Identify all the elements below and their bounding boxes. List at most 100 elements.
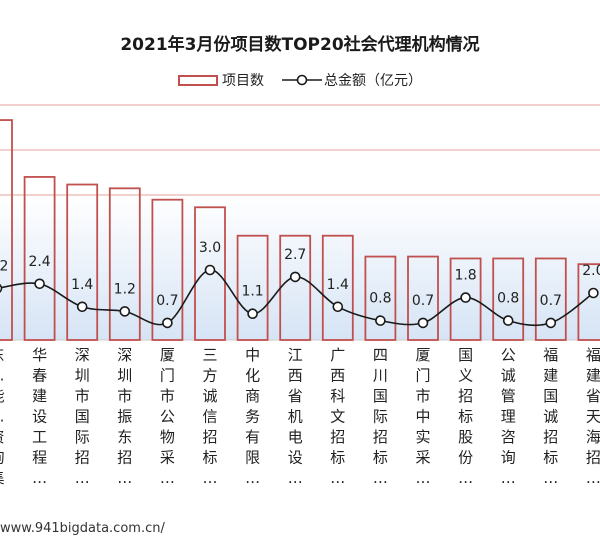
line-point-5 (204, 264, 216, 276)
category-char: 份 (458, 449, 473, 467)
category-char: 招 (75, 449, 90, 467)
category-char: 东 (0, 346, 5, 364)
category-char: 务 (245, 408, 260, 426)
legend-line-label: 总金额（亿元） (324, 73, 422, 89)
category-char: 广 (330, 346, 345, 364)
line-point-7 (289, 271, 301, 283)
category-char: … (416, 469, 431, 487)
category-char: … (117, 469, 132, 487)
line-value-label-2: 1.4 (71, 277, 93, 293)
category-char: 招 (586, 449, 600, 467)
total-amount-line (0, 264, 599, 329)
category-char: 工 (32, 428, 47, 446)
category-char: 招 (117, 449, 132, 467)
category-label-5: 三方诚信招标… (202, 346, 217, 487)
category-char: 深 (117, 346, 132, 364)
category-label-8: 广西科文招标… (330, 346, 345, 487)
category-char: 市 (160, 387, 175, 405)
category-char: 华 (32, 346, 47, 364)
line-point-10 (417, 317, 429, 329)
category-char: … (75, 469, 90, 487)
category-char: 江 (288, 346, 303, 364)
category-char: 信 (202, 408, 217, 426)
category-char: 圳 (117, 367, 132, 385)
category-char: 西 (288, 367, 303, 385)
line-value-label-13: 0.7 (540, 293, 562, 309)
line-value-label-14: 2.0 (582, 263, 600, 279)
line-point-13 (545, 317, 557, 329)
category-labels: 东…能…资询集华春建设工程…深圳市国际招…深圳市振东招…厦门市公物采…三方诚信招… (0, 346, 600, 487)
category-char: 福 (543, 346, 558, 364)
category-char: 振 (117, 408, 132, 426)
category-char: 天 (586, 408, 600, 426)
category-char: 省 (288, 387, 303, 405)
category-char: 设 (288, 449, 303, 467)
category-char: 东 (117, 428, 132, 446)
category-char: 中 (245, 346, 260, 364)
category-char: 建 (32, 387, 47, 405)
bar-10 (407, 255, 439, 341)
category-char: 圳 (75, 367, 90, 385)
line-point-3 (119, 306, 131, 317)
category-char: 能 (0, 387, 5, 405)
category-char: 有 (245, 428, 260, 446)
bar-8 (321, 234, 354, 341)
source-url: www.941bigdata.com.cn/ (0, 521, 165, 536)
category-char: 科 (330, 387, 345, 405)
category-char: 询 (0, 449, 5, 467)
line-value-label-9: 0.8 (369, 291, 391, 307)
bar-9 (364, 255, 397, 341)
bar-4 (151, 198, 184, 341)
category-char: 西 (330, 367, 345, 385)
category-char: 标 (458, 408, 473, 426)
chart-title: 2021年3月份项目数TOP20社会代理机构情况 (120, 35, 480, 55)
category-char: 标 (330, 449, 345, 467)
line-point-2 (76, 301, 88, 313)
line-value-label-12: 0.8 (497, 291, 519, 307)
category-char: 义 (458, 367, 473, 385)
category-char: 诚 (202, 387, 217, 405)
line-value-label-7: 2.7 (284, 247, 306, 263)
category-char: 市 (415, 387, 430, 405)
category-char: … (0, 367, 5, 385)
category-char: 三 (202, 346, 217, 364)
category-char: 限 (245, 449, 260, 467)
category-label-9: 四川国际招标… (373, 346, 388, 487)
category-char: 建 (543, 367, 558, 385)
category-char: 市 (117, 387, 132, 405)
category-char: 标 (543, 449, 558, 467)
category-char: 招 (458, 387, 473, 405)
line-value-label-8: 1.4 (327, 277, 349, 293)
category-char: 程 (32, 449, 47, 467)
category-label-11: 国义招标股份… (458, 346, 473, 487)
category-char: 诚 (543, 408, 558, 426)
line-point-0 (0, 284, 3, 293)
category-char: 诚 (501, 367, 516, 385)
line-point-14 (588, 287, 599, 299)
category-char: 国 (373, 387, 388, 405)
category-char: 方 (202, 367, 217, 385)
line-point-6 (247, 308, 258, 320)
legend-item-line: 总金额（亿元） (280, 70, 422, 90)
line-value-label-1: 2.4 (28, 254, 50, 270)
line-point-9 (375, 315, 386, 326)
category-char: … (330, 469, 345, 487)
category-label-7: 江西省机电设… (288, 346, 303, 487)
category-label-14: 福建省天海招… (586, 346, 600, 487)
category-char: … (203, 469, 218, 487)
category-char: … (288, 469, 303, 487)
category-label-1: 华春建设工程… (32, 346, 47, 487)
line-value-label-6: 1.1 (241, 284, 263, 300)
category-char: 厦 (160, 346, 175, 364)
category-char: … (160, 469, 175, 487)
bar-3 (108, 187, 141, 341)
category-char: 标 (202, 449, 217, 467)
category-char: 国 (543, 387, 558, 405)
line-value-label-0: 2 (0, 258, 8, 274)
line-value-label-11: 1.8 (454, 268, 476, 284)
category-char: 资 (0, 428, 5, 446)
bar-13 (534, 257, 567, 341)
bar-14 (577, 263, 600, 341)
category-char: 门 (160, 367, 175, 385)
